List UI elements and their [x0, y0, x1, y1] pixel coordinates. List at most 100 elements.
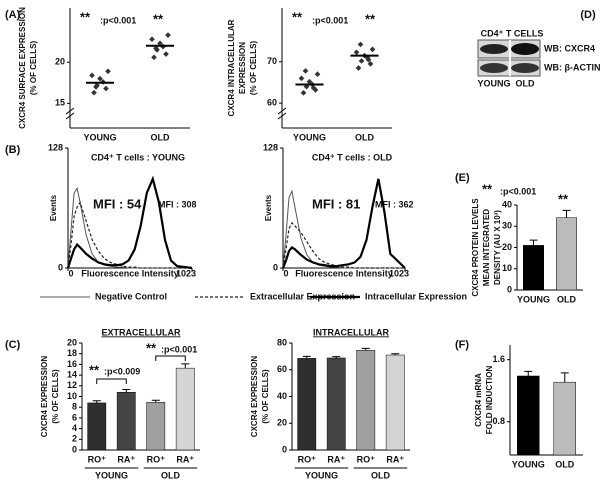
- blot-lane-label: OLD: [516, 78, 535, 88]
- annotation: **: [292, 9, 303, 24]
- data-point: [357, 41, 364, 48]
- x-tick-label: 0: [68, 268, 73, 278]
- data-point: [300, 89, 307, 96]
- data-point: [353, 49, 360, 56]
- bar: [326, 357, 346, 451]
- bar: [553, 381, 576, 456]
- y-tick-label: 60: [267, 98, 277, 108]
- error-bar: [562, 209, 571, 218]
- bar: [116, 391, 136, 451]
- x-tick-label: RO⁺: [88, 454, 107, 464]
- chart-title: INTRACELLULAR: [313, 327, 389, 337]
- data-point: [151, 54, 157, 61]
- annotation: MFI : 308: [158, 199, 197, 209]
- data-point: [355, 65, 362, 71]
- y-axis-label: EXPRESSION: [238, 42, 247, 94]
- panel-label: (F): [455, 339, 469, 351]
- panel-label: (E): [455, 172, 470, 184]
- data-point: [358, 58, 365, 64]
- blot-row-label: WB: β-ACTIN: [544, 62, 600, 72]
- y-axis-label: CXCR4 mRNA: [474, 373, 483, 427]
- blot-band: [511, 43, 539, 55]
- y-tick-label: 16: [67, 359, 77, 369]
- annotation: MFI : 54: [93, 196, 142, 211]
- bar: [523, 245, 544, 291]
- y-axis-label: DENSITY (AU X 10³): [493, 210, 502, 285]
- annotation: **: [482, 181, 493, 196]
- annotation: **: [365, 11, 376, 26]
- y-axis-label: CXCR4 PROTEIN LEVELS: [471, 198, 480, 297]
- x-tick-label: RA⁺: [386, 454, 404, 464]
- y-tick-label: 1.6: [492, 354, 505, 364]
- error-bar: [92, 400, 101, 403]
- bar: [556, 217, 577, 291]
- y-tick-label: 14: [67, 369, 77, 379]
- x-tick-label: 1023: [389, 268, 409, 278]
- y-tick-label: 0: [273, 262, 278, 272]
- annotation: :p<0.001: [312, 15, 348, 25]
- y-tick-label: 8: [72, 402, 77, 412]
- bar: [175, 367, 195, 451]
- y-tick-label: 128: [263, 142, 278, 152]
- y-axis-label: CXCR4 SURFACE EXPRESSION: [18, 7, 27, 129]
- data-point: [105, 68, 111, 75]
- annotation: :p<0.009: [104, 366, 140, 376]
- y-tick-label: 20: [277, 418, 287, 428]
- data-point: [314, 71, 321, 78]
- blot-band: [480, 63, 508, 73]
- error-bar: [332, 356, 341, 358]
- data-point: [306, 78, 313, 85]
- legend-label: Negative Control: [95, 291, 167, 301]
- x-tick-label: RO⁺: [357, 454, 376, 464]
- significance-bracket: [96, 378, 127, 384]
- annotation: MFI : 81: [312, 196, 360, 211]
- bar: [87, 402, 107, 451]
- significance-bracket: [155, 355, 186, 361]
- y-tick-label: 0.8: [492, 416, 505, 426]
- y-tick-label: 40: [277, 391, 287, 401]
- bar: [297, 358, 317, 451]
- x-tick-label: RO⁺: [298, 454, 317, 464]
- error-bar: [302, 355, 311, 359]
- group-label: YOUNG: [305, 470, 338, 480]
- error-bar: [560, 372, 569, 383]
- data-point: [369, 46, 376, 53]
- x-tick-label: RA⁺: [176, 454, 194, 464]
- y-tick-label: 0: [282, 444, 287, 454]
- x-tick-label: OLD: [557, 294, 576, 304]
- x-tick-label: YOUNG: [83, 132, 116, 142]
- y-tick-label: 20: [55, 57, 65, 67]
- error-bar: [529, 239, 538, 246]
- y-tick-label: 70: [267, 56, 277, 66]
- annotation: :p<0.001: [100, 15, 136, 25]
- data-point: [89, 72, 95, 79]
- y-tick-label: 6: [72, 412, 77, 422]
- annotation: **: [153, 11, 164, 26]
- data-point: [97, 75, 103, 82]
- histogram-line: [67, 187, 192, 269]
- bar: [517, 375, 540, 456]
- group-label: OLD: [371, 470, 390, 480]
- y-tick-label: 18: [67, 348, 77, 358]
- y-axis-label: (% OF CELLS): [51, 369, 60, 424]
- error-bar: [524, 370, 533, 376]
- y-axis-label: (% OF CELLS): [261, 369, 270, 424]
- x-tick-label: RO⁺: [147, 454, 166, 464]
- x-tick-label: OLD: [355, 132, 374, 142]
- data-point: [298, 75, 305, 82]
- y-tick-label: 12: [67, 380, 77, 390]
- error-bar: [361, 347, 370, 351]
- axis-break: [277, 112, 287, 120]
- error-bar: [391, 353, 400, 356]
- blot-band: [480, 44, 508, 54]
- annotation: **: [80, 9, 91, 24]
- x-tick-label: RA⁺: [117, 454, 135, 464]
- chart-title: CD4⁺ T cells : YOUNG: [91, 152, 185, 162]
- bar: [146, 402, 166, 451]
- annotation: **: [89, 362, 100, 377]
- x-tick-label: YOUNG: [293, 132, 326, 142]
- annotation: **: [146, 340, 157, 355]
- data-point: [165, 32, 171, 38]
- data-point: [163, 51, 169, 57]
